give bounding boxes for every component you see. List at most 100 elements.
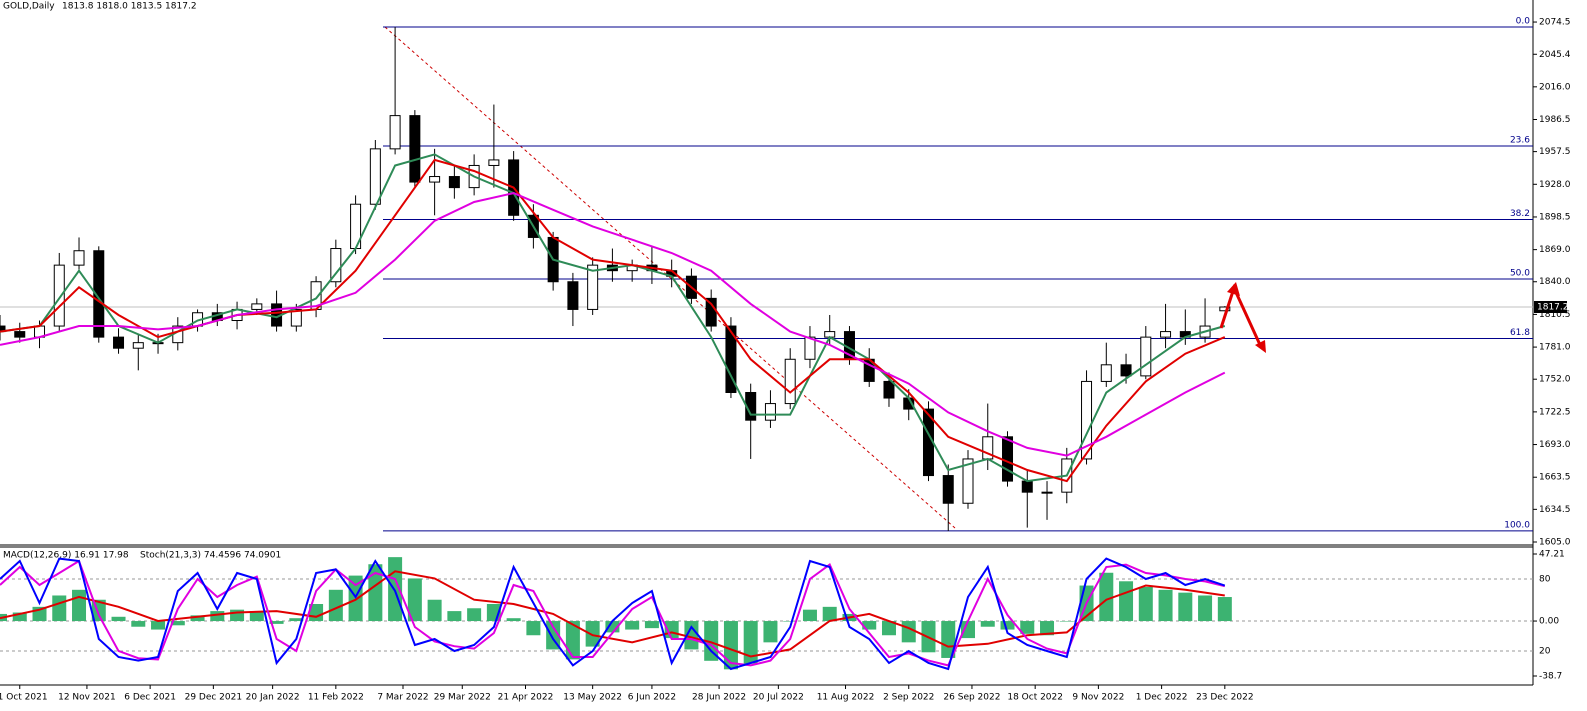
last-price-tag xyxy=(1534,300,1567,313)
x-tick-label: 23 Dec 2022 xyxy=(1196,693,1254,703)
candle-body xyxy=(1219,306,1231,312)
last-price-label: 1817.2 xyxy=(1537,302,1569,312)
candle-body xyxy=(804,336,816,360)
macd-bar xyxy=(802,609,817,622)
y-tick-label: 1869.0 xyxy=(1539,245,1571,255)
macd-bar xyxy=(427,599,442,622)
fib-label: 38.2 xyxy=(1510,209,1530,219)
macd-bar xyxy=(941,621,956,658)
x-tick-label: 21 Oct 2021 xyxy=(0,693,48,703)
macd-bar xyxy=(1099,572,1114,622)
moving-average xyxy=(0,192,1226,457)
macd-bar xyxy=(230,609,245,622)
macd-bar xyxy=(249,611,264,622)
x-tick-label: 13 May 2022 xyxy=(563,693,622,703)
candle-body xyxy=(567,281,579,310)
candle-body xyxy=(448,176,460,189)
candle-body xyxy=(369,148,381,205)
macd-bar xyxy=(565,621,580,660)
y-tick-label: -38.7 xyxy=(1539,672,1562,682)
stoch-label: Stoch(21,3,3) 74.4596 74.0901 xyxy=(140,551,281,561)
candle-body xyxy=(132,342,144,349)
macd-bar xyxy=(723,621,738,670)
y-tick-label: 0.00 xyxy=(1539,617,1559,627)
macd-bar xyxy=(961,621,976,639)
candle-body xyxy=(14,331,26,338)
candle-body xyxy=(1041,491,1053,494)
x-tick-label: 29 Dec 2021 xyxy=(185,693,243,703)
macd-bar xyxy=(526,621,541,636)
candle-body xyxy=(290,308,302,327)
y-tick-label: 47.21 xyxy=(1539,550,1565,560)
y-tick-label: 1810.5 xyxy=(1539,310,1571,320)
macd-bar xyxy=(289,618,304,622)
candle-body xyxy=(883,380,895,399)
arrow-head xyxy=(1255,340,1266,353)
macd-bar xyxy=(506,618,521,622)
macd-bar xyxy=(269,621,284,624)
candle-body xyxy=(1140,336,1152,377)
macd-bar xyxy=(1020,621,1035,634)
arrow-head xyxy=(1227,282,1240,296)
y-tick-label: 1634.5 xyxy=(1539,505,1571,515)
macd-bar xyxy=(783,621,798,622)
candle-body xyxy=(1021,480,1033,493)
y-tick-label: 2074.5 xyxy=(1539,18,1571,28)
x-tick-label: 6 Dec 2021 xyxy=(124,693,176,703)
macd-bar xyxy=(605,621,620,633)
y-tick-label: 1605.0 xyxy=(1539,538,1571,548)
fib-label: 61.8 xyxy=(1510,328,1530,338)
macd-bar xyxy=(980,621,995,627)
macd-bar xyxy=(210,611,225,622)
candle-body xyxy=(1081,380,1093,460)
y-tick-label: 1722.5 xyxy=(1539,407,1571,417)
macd-bar xyxy=(1178,592,1193,622)
candle-body xyxy=(251,303,263,310)
x-tick-label: 20 Jan 2022 xyxy=(246,693,300,703)
macd-bar xyxy=(1040,621,1055,636)
macd-bar xyxy=(368,564,383,622)
macd-bar xyxy=(170,621,185,626)
candle-body xyxy=(962,458,974,504)
macd-bar xyxy=(131,621,146,627)
macd-label: MACD(12,26,9) 16.91 17.98 xyxy=(3,551,129,561)
y-tick-label: 1898.5 xyxy=(1539,212,1571,222)
x-tick-label: 21 Apr 2022 xyxy=(498,693,554,703)
macd-bar xyxy=(684,621,699,650)
x-tick-label: 11 Feb 2022 xyxy=(308,693,364,703)
candle-body xyxy=(1100,364,1112,382)
macd-bar xyxy=(1000,621,1015,630)
forecast-arrow xyxy=(1219,282,1266,353)
candle-body xyxy=(113,336,125,349)
macd-bar xyxy=(111,616,126,622)
macd-bar xyxy=(190,615,205,622)
macd-bar xyxy=(862,621,877,630)
candle-body xyxy=(53,264,65,327)
candle-body xyxy=(429,176,441,183)
macd-bar xyxy=(1059,621,1074,622)
y-tick-label: 1693.0 xyxy=(1539,440,1571,450)
candle-body xyxy=(784,358,796,405)
macd-bar xyxy=(644,621,659,629)
macd-signal xyxy=(0,570,1225,658)
candle-body xyxy=(764,403,776,421)
y-tick-label: 1840.0 xyxy=(1539,277,1571,287)
fib-trend-line xyxy=(384,26,956,529)
x-tick-label: 29 Mar 2022 xyxy=(434,693,491,703)
x-tick-label: 18 Oct 2022 xyxy=(1007,693,1063,703)
candle-body xyxy=(1002,436,1014,482)
y-tick-label: 80 xyxy=(1539,575,1551,585)
macd-bar xyxy=(328,589,343,622)
fib-label: 50.0 xyxy=(1510,268,1530,278)
candle-body xyxy=(705,297,717,327)
macd-bar xyxy=(1138,586,1153,622)
macd-bar xyxy=(1158,589,1173,622)
macd-bar xyxy=(704,621,719,661)
y-tick-label: 2016.0 xyxy=(1539,82,1571,92)
macd-bar xyxy=(407,578,422,622)
candle-body xyxy=(942,475,954,504)
x-tick-label: 12 Nov 2021 xyxy=(58,693,116,703)
macd-bar xyxy=(822,606,837,622)
candle-body xyxy=(409,115,421,183)
